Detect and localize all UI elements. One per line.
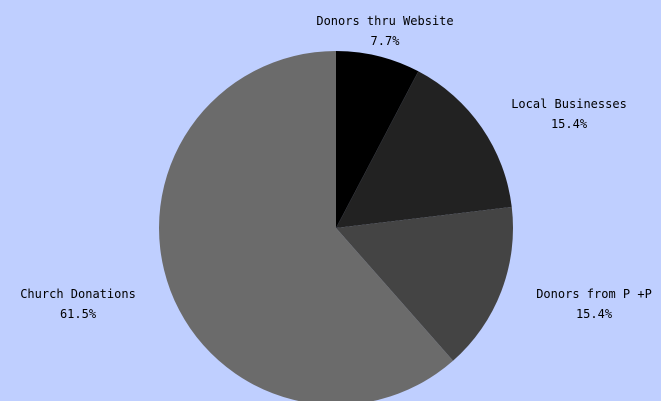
slice-percent: 61.5% (60, 307, 97, 321)
slice-label: Donors from P +P (536, 287, 652, 301)
pie-slice-local-businesses (336, 71, 512, 228)
pie-slices (159, 51, 513, 401)
slice-label: Local Businesses (511, 97, 627, 111)
slice-percent: 7.7% (371, 34, 401, 48)
slice-label: Church Donations (20, 287, 136, 301)
pie-slice-donors-thru-website (336, 51, 419, 228)
slice-label: Donors thru Website (316, 14, 453, 28)
slice-percent: 15.4% (576, 307, 613, 321)
pie-labels: Donors thru Website 7.7% Local Businesses 1… (20, 14, 652, 321)
pie-slice-church-donations (159, 51, 454, 401)
pie-slice-donors-from-p-p (336, 206, 513, 361)
slice-percent: 15.4% (551, 117, 588, 131)
